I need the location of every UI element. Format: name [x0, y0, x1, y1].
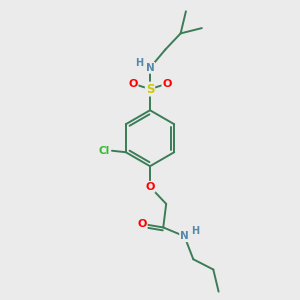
Text: Cl: Cl — [99, 146, 110, 156]
Text: O: O — [128, 79, 138, 89]
Text: N: N — [180, 231, 189, 241]
Text: H: H — [135, 58, 143, 68]
Text: O: O — [137, 219, 147, 229]
Text: H: H — [192, 226, 200, 236]
Text: O: O — [162, 79, 172, 89]
Text: O: O — [145, 182, 155, 192]
Text: N: N — [146, 63, 154, 73]
Text: S: S — [146, 82, 154, 95]
